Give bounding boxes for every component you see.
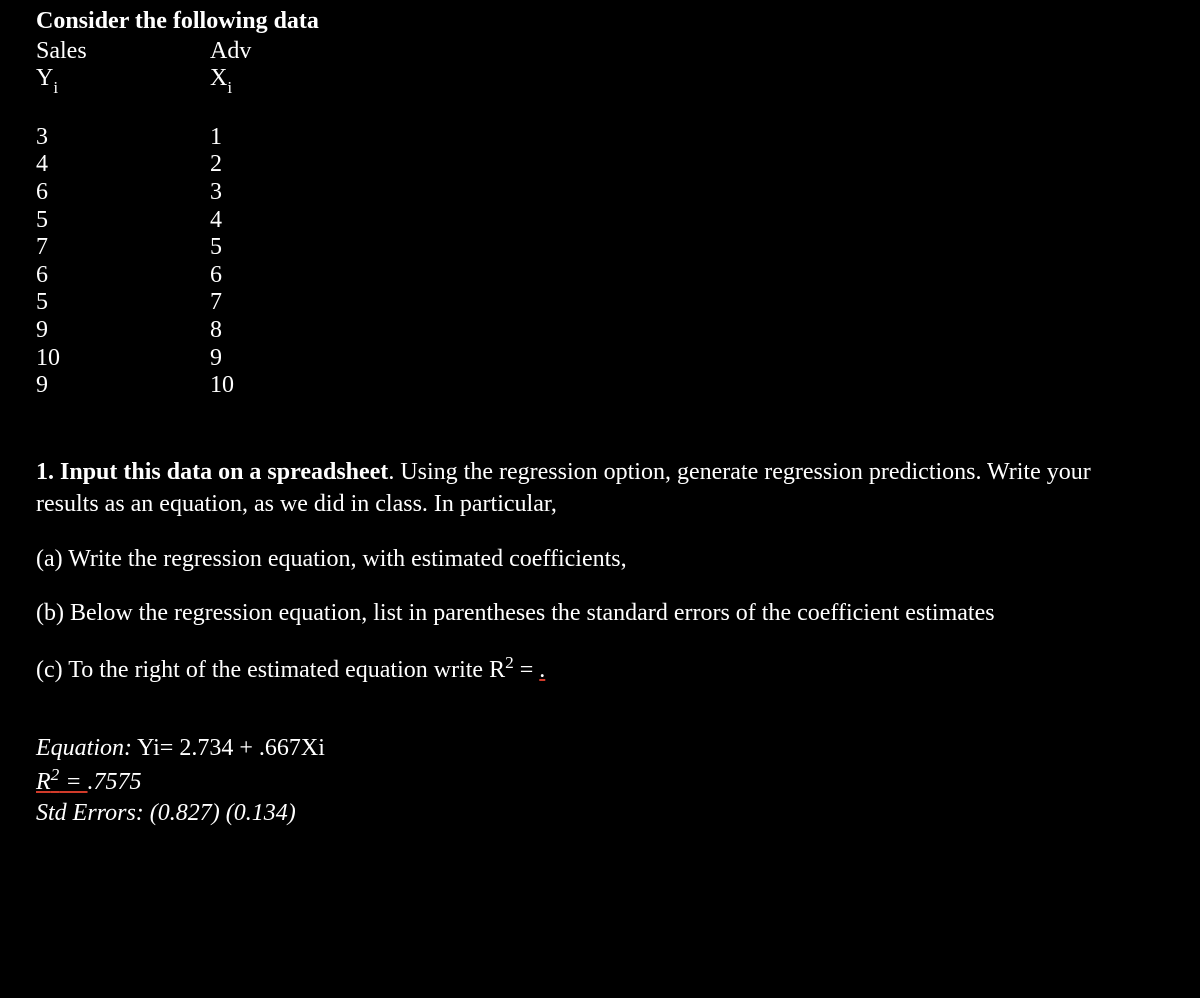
cell-y: 9 (36, 372, 210, 400)
question-c: (c) To the right of the estimated equati… (36, 651, 1096, 686)
answer-std-errors: Std Errors: (0.827) (0.134) (36, 798, 1164, 829)
cell-y: 5 (36, 289, 210, 317)
cell-x: 10 (210, 372, 330, 400)
cell-y: 10 (36, 345, 210, 373)
page-title: Consider the following data (36, 8, 1164, 36)
cell-x: 6 (210, 262, 330, 290)
cell-y: 9 (36, 317, 210, 345)
cell-x: 1 (210, 124, 330, 152)
table-row: 910 (36, 372, 330, 400)
problem-page: Consider the following data Sales Adv Yi… (0, 0, 1200, 865)
answer-r2: R2 = .7575 (36, 764, 1164, 798)
header-y-sym: Yi (36, 65, 210, 96)
cell-x: 5 (210, 234, 330, 262)
data-table: Sales Adv Yi Xi 31 42 63 54 75 66 57 98 … (36, 38, 330, 400)
cell-y: 4 (36, 151, 210, 179)
question-b: (b) Below the regression equation, list … (36, 597, 1096, 629)
cell-x: 7 (210, 289, 330, 317)
r2-blank: . (539, 657, 545, 683)
header-y-top: Sales (36, 38, 210, 66)
answers-block: Equation: Yi= 2.734 + .667Xi R2 = .7575 … (36, 733, 1164, 830)
answer-equation: Equation: Yi= 2.734 + .667Xi (36, 733, 1164, 764)
table-row: 31 (36, 124, 330, 152)
cell-x: 9 (210, 345, 330, 373)
table-row: 63 (36, 179, 330, 207)
table-row: 109 (36, 345, 330, 373)
cell-x: 4 (210, 207, 330, 235)
cell-x: 8 (210, 317, 330, 345)
cell-y: 5 (36, 207, 210, 235)
spacer-row (36, 96, 330, 124)
question-1-lead: 1. Input this data on a spreadsheet. Usi… (36, 456, 1096, 521)
table-row: 75 (36, 234, 330, 262)
cell-x: 3 (210, 179, 330, 207)
header-row-2: Yi Xi (36, 65, 330, 96)
cell-x: 2 (210, 151, 330, 179)
q1-bold: 1. Input this data on a spreadsheet (36, 459, 388, 485)
table-row: 57 (36, 289, 330, 317)
cell-y: 3 (36, 124, 210, 152)
cell-y: 7 (36, 234, 210, 262)
table-row: 42 (36, 151, 330, 179)
table-row: 66 (36, 262, 330, 290)
table-row: 98 (36, 317, 330, 345)
question-a: (a) Write the regression equation, with … (36, 543, 1096, 575)
header-row-1: Sales Adv (36, 38, 330, 66)
table-row: 54 (36, 207, 330, 235)
header-x-top: Adv (210, 38, 330, 66)
header-x-sym: Xi (210, 65, 330, 96)
cell-y: 6 (36, 262, 210, 290)
cell-y: 6 (36, 179, 210, 207)
